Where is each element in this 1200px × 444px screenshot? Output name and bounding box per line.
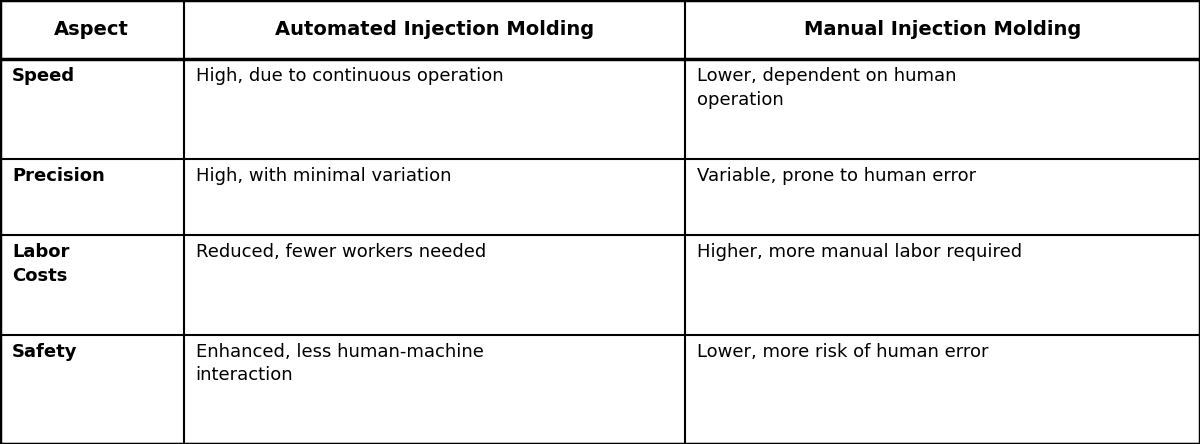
Text: Lower, dependent on human
operation: Lower, dependent on human operation	[697, 67, 956, 109]
Bar	[685, 235, 1200, 334]
Text: Higher, more manual labor required: Higher, more manual labor required	[697, 243, 1022, 261]
Bar	[685, 334, 1200, 444]
Bar	[0, 159, 184, 235]
Text: Variable, prone to human error: Variable, prone to human error	[697, 166, 977, 185]
Bar	[685, 59, 1200, 159]
Bar	[0, 235, 184, 334]
Bar	[184, 235, 685, 334]
Bar	[685, 0, 1200, 59]
Text: Aspect: Aspect	[54, 20, 130, 39]
Text: Manual Injection Molding: Manual Injection Molding	[804, 20, 1081, 39]
Text: High, with minimal variation: High, with minimal variation	[196, 166, 451, 185]
Bar	[0, 334, 184, 444]
Text: Automated Injection Molding: Automated Injection Molding	[275, 20, 594, 39]
Text: Reduced, fewer workers needed: Reduced, fewer workers needed	[196, 243, 486, 261]
Bar	[685, 159, 1200, 235]
Text: Safety: Safety	[12, 342, 78, 361]
Bar	[184, 159, 685, 235]
Bar	[184, 0, 685, 59]
Text: Lower, more risk of human error: Lower, more risk of human error	[697, 342, 989, 361]
Text: Labor
Costs: Labor Costs	[12, 243, 70, 285]
Bar	[184, 59, 685, 159]
Bar	[0, 59, 184, 159]
Text: High, due to continuous operation: High, due to continuous operation	[196, 67, 503, 85]
Text: Enhanced, less human-machine
interaction: Enhanced, less human-machine interaction	[196, 342, 484, 384]
Bar	[184, 334, 685, 444]
Bar	[0, 0, 184, 59]
Text: Speed: Speed	[12, 67, 76, 85]
Text: Precision: Precision	[12, 166, 104, 185]
